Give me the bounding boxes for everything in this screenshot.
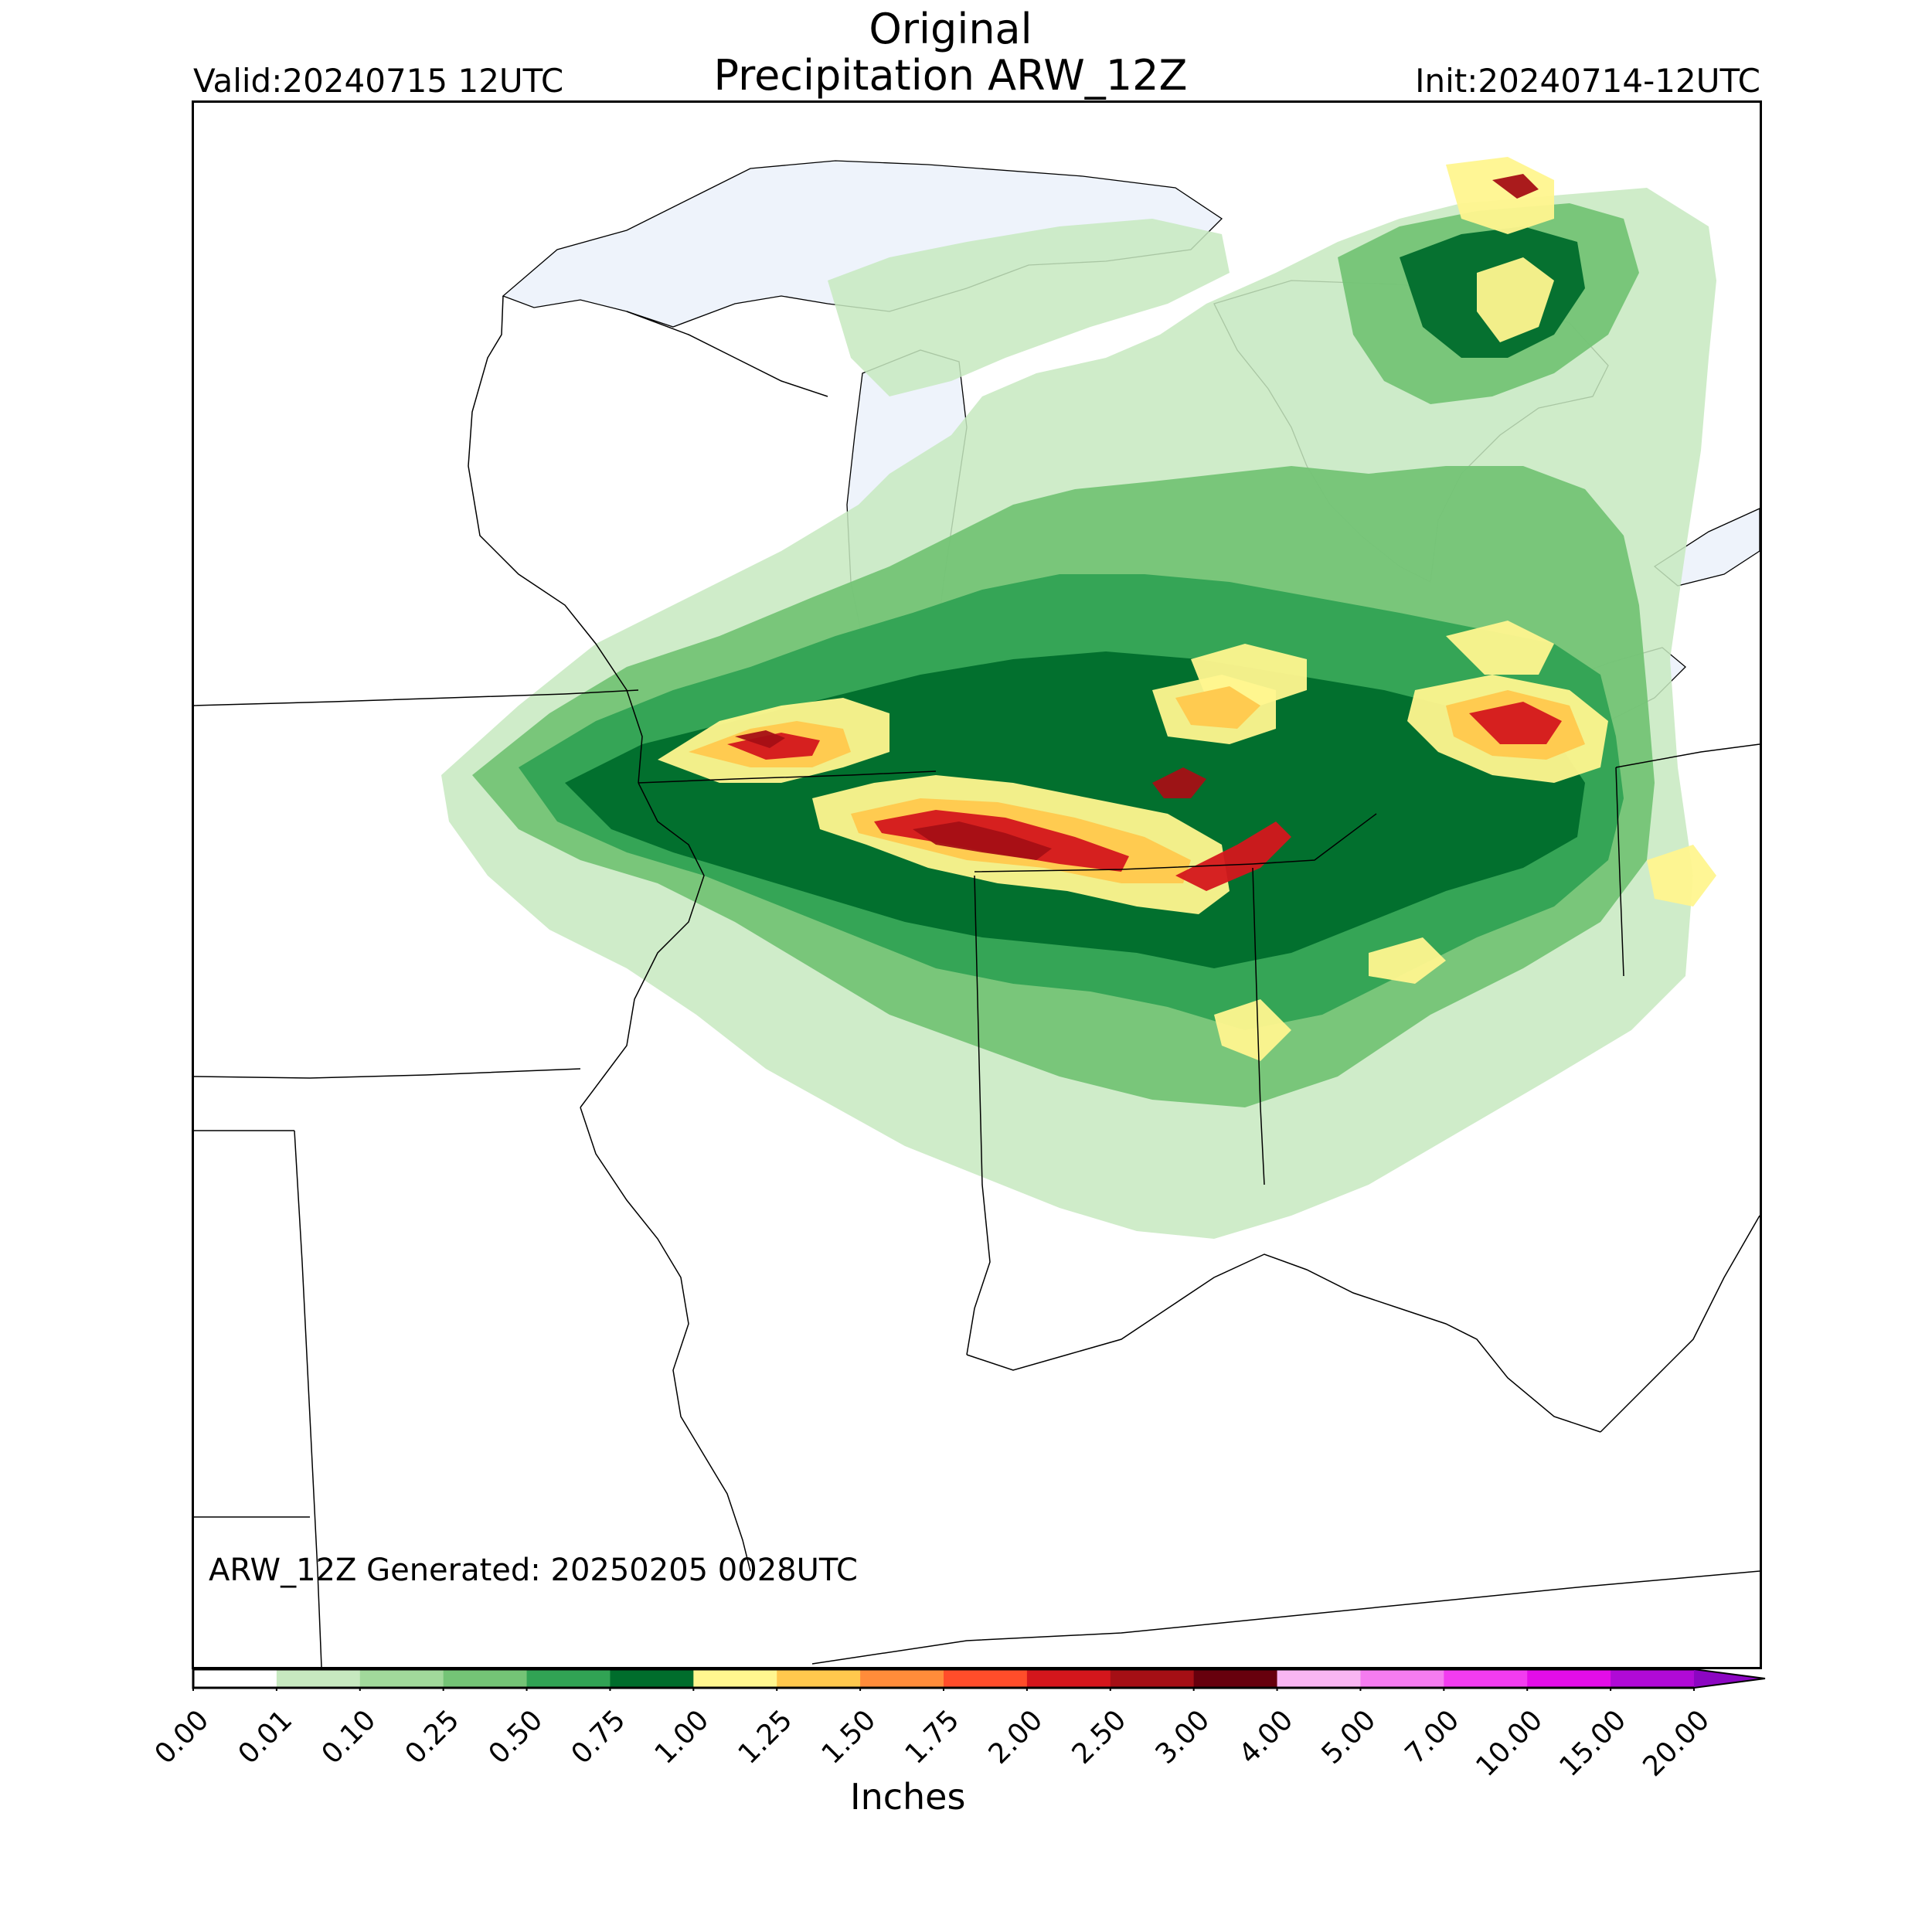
precip-area-125-c xyxy=(1175,686,1260,729)
colorbar-tick-label: 0.75 xyxy=(566,1704,632,1770)
border-pa-oh xyxy=(1615,767,1624,977)
colorbar-segment xyxy=(1193,1669,1278,1688)
border-ohio-river xyxy=(966,1253,1601,1433)
colorbar-segment xyxy=(693,1669,777,1688)
precip-area-150-c xyxy=(1469,702,1562,744)
precip-area-250-d xyxy=(1492,174,1539,199)
colorbar-tick-label: 5.00 xyxy=(1316,1704,1383,1770)
colorbar-tick-label: 1.25 xyxy=(732,1704,799,1770)
colorbar-tick-label: 0.00 xyxy=(148,1704,216,1770)
precip-area-250-b xyxy=(1152,767,1206,798)
init-time-label: Init:20240714-12UTC xyxy=(1415,62,1760,100)
border-ia-il-river xyxy=(580,782,705,1108)
colorbar-tick-label: 20.00 xyxy=(1637,1704,1716,1784)
colorbar-segment xyxy=(610,1669,694,1688)
border-mo-il-river xyxy=(580,1107,751,1572)
colorbar-segment xyxy=(1527,1669,1611,1688)
colorbar-extend-arrow xyxy=(1693,1668,1766,1689)
precip-area-100-i xyxy=(1477,257,1554,342)
precip-area-light-north xyxy=(828,219,1230,396)
border-wi-il xyxy=(638,770,937,784)
precip-area-100-j xyxy=(1214,999,1291,1061)
border-ia-mo xyxy=(194,1068,581,1079)
precipitation-map xyxy=(194,157,1760,1667)
colorbar-segment xyxy=(276,1669,361,1688)
colorbar-tick-label: 2.00 xyxy=(982,1704,1049,1770)
colorbar-tick-label: 1.75 xyxy=(899,1704,966,1770)
precip-area-150-d xyxy=(1175,821,1291,891)
border-wi-mi-up xyxy=(468,295,643,784)
precipitation-field xyxy=(441,157,1716,1239)
border-mo-west xyxy=(294,1130,322,1667)
border-in-oh xyxy=(1252,867,1265,1185)
colorbar-tick-label: 1.50 xyxy=(815,1704,883,1770)
colorbar-segment xyxy=(1611,1669,1695,1688)
precip-area-100-k xyxy=(1369,937,1446,984)
colorbar-segment xyxy=(443,1669,528,1688)
border-mi-up-wi xyxy=(626,311,828,397)
precip-area-100-g xyxy=(1647,845,1716,906)
generated-timestamp-label: ARW_12Z Generated: 20250205 0028UTC xyxy=(209,1553,858,1588)
colorbar-label: Inches xyxy=(850,1776,966,1818)
colorbar-tick-label: 1.00 xyxy=(648,1704,716,1770)
colorbar-tick-label: 0.01 xyxy=(232,1704,299,1770)
colorbar-tick-label: 10.00 xyxy=(1470,1704,1549,1784)
colorbar-bar xyxy=(192,1668,1766,1691)
map-panel xyxy=(192,100,1762,1669)
colorbar-segment xyxy=(860,1669,944,1688)
colorbar-tick-label: 0.25 xyxy=(399,1704,465,1770)
colorbar-segment xyxy=(777,1669,861,1688)
colorbar: 0.00 0.01 0.10 0.25 0.50 0.75 1.00 1.25 1.50 1.75… xyxy=(149,1668,1768,1783)
border-mn-wi-south xyxy=(194,689,639,706)
valid-time-label: Valid:20240715 12UTC xyxy=(193,62,564,100)
colorbar-tick-label: 0.10 xyxy=(315,1704,383,1770)
border-in-mi xyxy=(974,863,1253,872)
colorbar-tick-label: 7.00 xyxy=(1399,1704,1466,1770)
colorbar-segment xyxy=(1277,1669,1361,1688)
border-wv xyxy=(1600,1215,1760,1433)
colorbar-segment xyxy=(1110,1669,1195,1688)
colorbar-segment xyxy=(193,1669,277,1688)
map-title-line2: Precipitation ARW_12Z xyxy=(713,51,1188,100)
precip-area-100-f xyxy=(1446,621,1554,675)
colorbar-tick-label: 3.00 xyxy=(1149,1704,1216,1770)
colorbar-tick-label: 2.50 xyxy=(1066,1704,1133,1770)
border-pa-ny xyxy=(1615,743,1760,768)
precip-area-250-c xyxy=(735,730,785,748)
colorbar-segment xyxy=(1444,1669,1528,1688)
colorbar-tick-label: 15.00 xyxy=(1553,1704,1633,1784)
map-title-line1: Original xyxy=(869,5,1032,53)
precip-area-100-h xyxy=(1446,157,1554,234)
border-oh-mi xyxy=(1252,813,1377,865)
colorbar-segment xyxy=(1026,1669,1111,1688)
colorbar-segment xyxy=(526,1669,611,1688)
colorbar-tick-label: 4.00 xyxy=(1233,1704,1299,1770)
colorbar-tick-label: 0.50 xyxy=(482,1704,549,1770)
border-ky-tn xyxy=(811,1570,1760,1665)
colorbar-segment xyxy=(359,1669,444,1688)
precip-area-250-a xyxy=(913,821,1052,860)
colorbar-segment xyxy=(944,1669,1028,1688)
border-il-in xyxy=(966,875,991,1355)
state-borders xyxy=(194,295,1760,1667)
colorbar-segment xyxy=(1360,1669,1444,1688)
